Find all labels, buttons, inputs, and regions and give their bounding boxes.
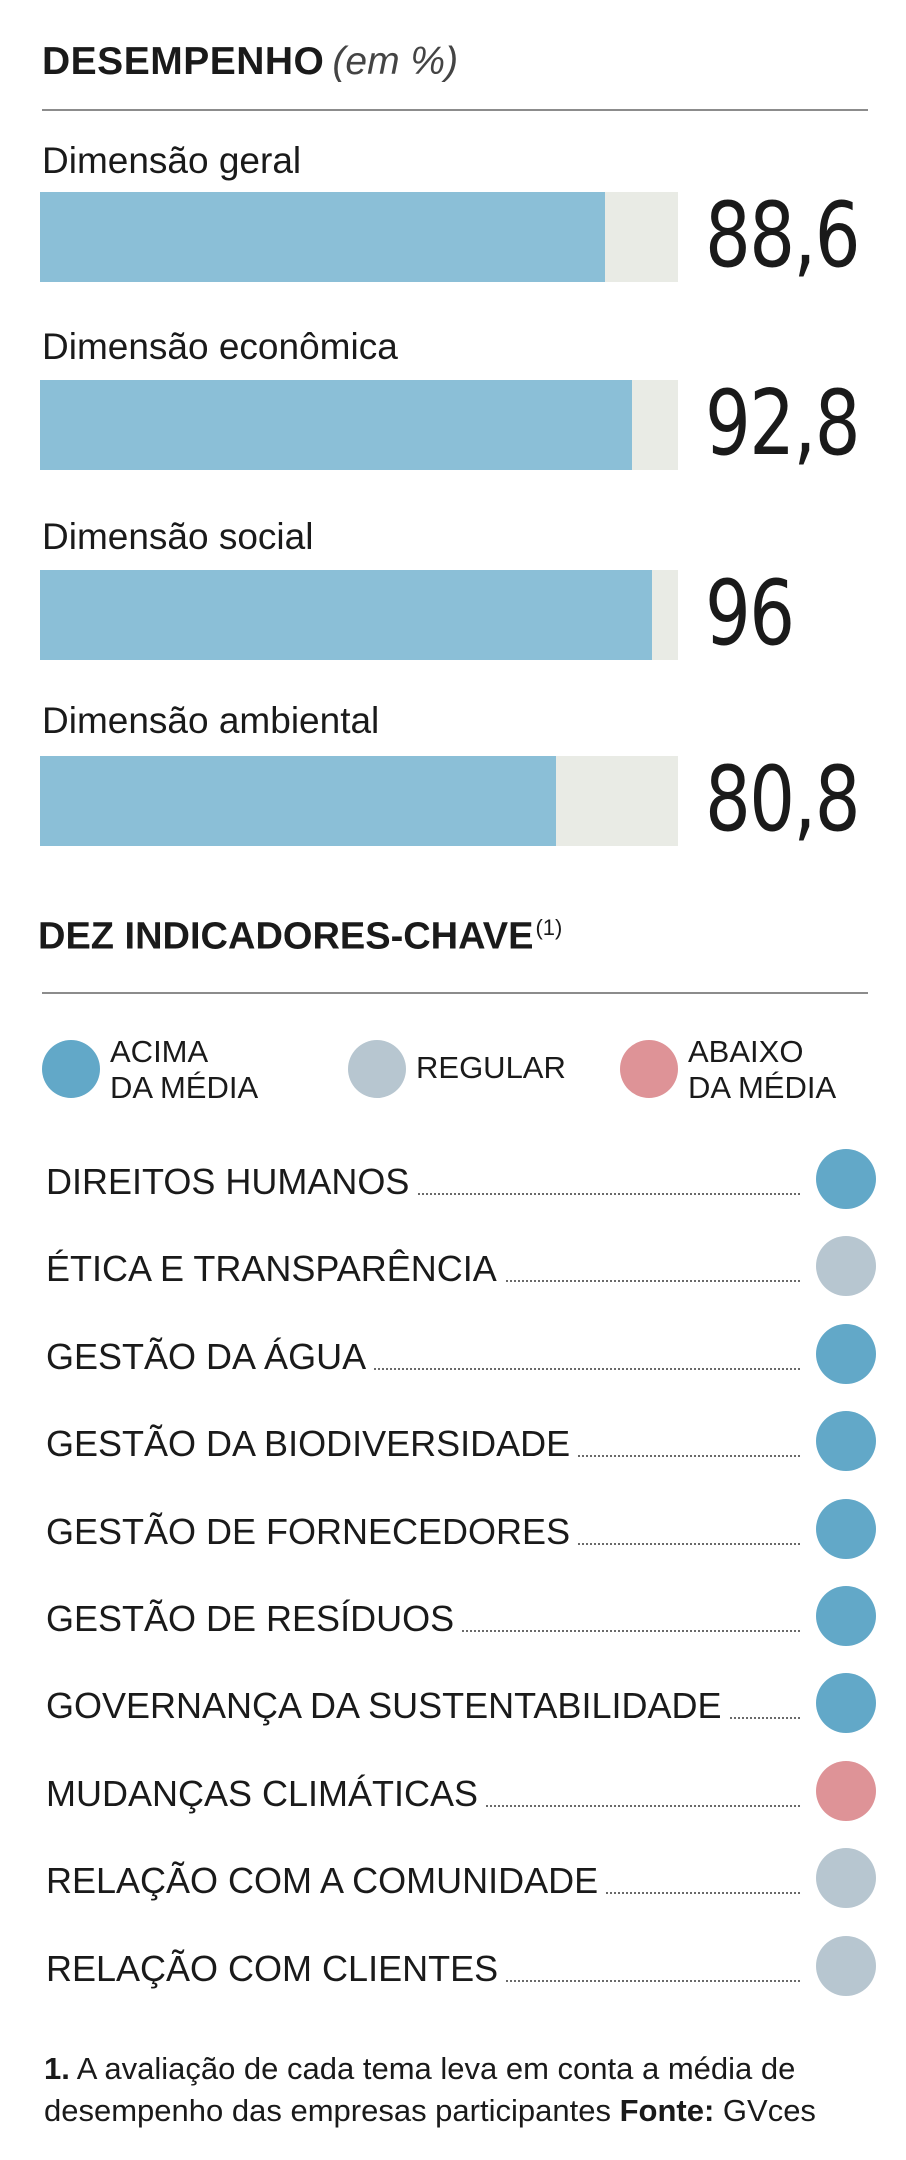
indicator-row: RELAÇÃO COM A COMUNIDADE bbox=[46, 1848, 876, 1909]
indicator-label: RELAÇÃO COM CLIENTES bbox=[46, 1947, 507, 1990]
legend-label-line: ACIMA bbox=[110, 1034, 209, 1069]
bar bbox=[40, 756, 556, 846]
status-dot-acima bbox=[816, 1498, 876, 1559]
indicator-row: GESTÃO DA BIODIVERSIDADE bbox=[46, 1411, 876, 1472]
indicator-row: RELAÇÃO COM CLIENTES bbox=[46, 1935, 876, 1996]
legend-label-acima: ACIMA DA MÉDIA bbox=[110, 1034, 258, 1106]
legend-dot-abaixo bbox=[620, 1040, 678, 1098]
legend-label-line: DA MÉDIA bbox=[110, 1070, 259, 1105]
title-divider bbox=[42, 109, 868, 111]
bar bbox=[40, 192, 606, 282]
status-dot-regular bbox=[816, 1935, 876, 1996]
dotted-leader bbox=[46, 1193, 800, 1195]
bar bbox=[40, 570, 653, 660]
bar-label: Dimensão ambiental bbox=[42, 700, 380, 741]
bar-label: Dimensão social bbox=[42, 516, 314, 557]
indicators-title: DEZ INDICADORES-CHAVE(1) bbox=[38, 915, 562, 959]
bar bbox=[40, 380, 633, 470]
indicator-label: DIREITOS HUMANOS bbox=[46, 1161, 418, 1203]
indicator-row: DIREITOS HUMANOS bbox=[46, 1149, 876, 1209]
status-dot-abaixo bbox=[816, 1760, 876, 1821]
indicator-row: GESTÃO DA ÁGUA bbox=[46, 1323, 876, 1384]
footnote-number: 1. bbox=[44, 2051, 70, 2086]
bar-track bbox=[40, 192, 678, 282]
legend-dot-regular bbox=[348, 1040, 406, 1098]
status-dot-acima bbox=[816, 1586, 876, 1646]
chart-title: DESEMPENHO (em %) bbox=[42, 40, 458, 84]
indicator-label: RELAÇÃO COM A COMUNIDADE bbox=[46, 1860, 607, 1903]
status-dot-regular bbox=[816, 1236, 876, 1297]
footnote-text: A avaliação de cada tema leva em conta a… bbox=[44, 2051, 796, 2128]
indicator-row: GESTÃO DE FORNECEDORES bbox=[46, 1498, 876, 1559]
dotted-leader bbox=[46, 1367, 800, 1370]
status-dot-acima bbox=[816, 1411, 876, 1472]
bar-label: Dimensão econômica bbox=[42, 326, 398, 367]
status-dot-regular bbox=[816, 1848, 876, 1909]
indicator-label: GESTÃO DA BIODIVERSIDADE bbox=[46, 1423, 579, 1466]
indicator-row: ÉTICA E TRANSPARÊNCIA bbox=[46, 1236, 876, 1297]
indicator-label: MUDANÇAS CLIMÁTICAS bbox=[46, 1772, 487, 1815]
status-dot-acima bbox=[816, 1323, 876, 1384]
legend-label-line: REGULAR bbox=[416, 1050, 566, 1085]
bar-value-label: 88,6 bbox=[705, 183, 861, 288]
chart-title-unit: (em %) bbox=[332, 40, 459, 83]
bar-track bbox=[40, 380, 678, 470]
legend-label-line: DA MÉDIA bbox=[688, 1070, 837, 1105]
source-name: GVces bbox=[722, 2093, 816, 2128]
indicator-row: MUDANÇAS CLIMÁTICAS bbox=[46, 1760, 876, 1821]
status-dot-acima bbox=[816, 1673, 876, 1734]
legend-label-line: ABAIXO bbox=[688, 1034, 804, 1069]
status-dot-acima bbox=[816, 1149, 876, 1209]
legend-dot-acima bbox=[42, 1040, 100, 1098]
bar-value-label: 80,8 bbox=[705, 747, 861, 852]
indicator-label: GESTÃO DA ÁGUA bbox=[46, 1335, 375, 1378]
indicator-row: GESTÃO DE RESÍDUOS bbox=[46, 1586, 876, 1646]
indicators-title-text: DEZ INDICADORES-CHAVE bbox=[38, 915, 534, 958]
source-label: Fonte: bbox=[619, 2093, 715, 2128]
bar-value-label: 92,8 bbox=[705, 371, 861, 476]
indicator-label: GESTÃO DE RESÍDUOS bbox=[46, 1598, 463, 1640]
indicator-label: GESTÃO DE FORNECEDORES bbox=[46, 1510, 579, 1553]
indicator-label: GOVERNANÇA DA SUSTENTABILIDADE bbox=[46, 1685, 730, 1728]
indicators-divider bbox=[42, 992, 868, 994]
legend-label-regular: REGULAR bbox=[416, 1050, 566, 1086]
chart-title-main: DESEMPENHO bbox=[42, 40, 325, 83]
bar-track bbox=[40, 756, 678, 846]
bar-value-label: 96 bbox=[705, 561, 795, 666]
bar-label: Dimensão geral bbox=[42, 140, 302, 181]
indicators-footnote-ref: (1) bbox=[535, 915, 563, 940]
footnote: 1. A avaliação de cada tema leva em cont… bbox=[44, 2048, 906, 2132]
legend-label-abaixo: ABAIXO DA MÉDIA bbox=[688, 1034, 836, 1106]
bar-track bbox=[40, 570, 678, 660]
indicator-label: ÉTICA E TRANSPARÊNCIA bbox=[46, 1248, 505, 1291]
indicator-row: GOVERNANÇA DA SUSTENTABILIDADE bbox=[46, 1673, 876, 1734]
